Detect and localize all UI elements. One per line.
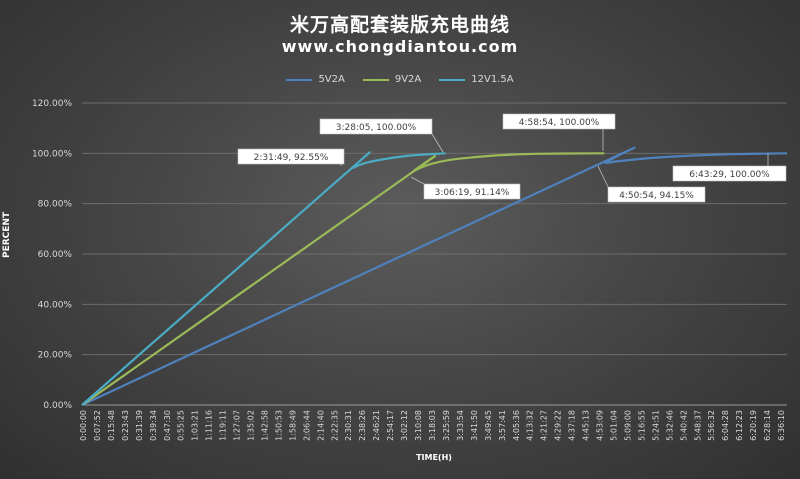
x-axis-label: TIME(H) xyxy=(416,453,452,462)
x-tick-label: 1:35:02 xyxy=(247,410,256,441)
x-tick-label: 6:04:28 xyxy=(721,410,730,441)
x-tick-label: 1:19:11 xyxy=(219,410,228,441)
series-line-5v2a xyxy=(81,146,788,406)
x-tick-label: 5:01:04 xyxy=(609,410,618,441)
x-tick-label: 3:10:08 xyxy=(414,410,423,441)
y-tick-label: 20.00% xyxy=(38,351,73,361)
legend-swatch-9v2a xyxy=(362,78,389,81)
annotation-label: 2:31:49, 92.55% xyxy=(254,153,329,163)
annotation-box xyxy=(502,113,616,130)
legend-swatch-5v2a xyxy=(286,78,313,81)
x-tick-label: 4:37:18 xyxy=(568,410,577,441)
annotation-label: 3:06:19, 91.14% xyxy=(435,188,510,198)
x-tick-label: 4:29:22 xyxy=(554,410,563,441)
x-tick-label: 0:31:39 xyxy=(135,410,144,441)
x-tick-label: 5:48:37 xyxy=(693,410,702,441)
x-tick-label: 3:18:03 xyxy=(428,410,437,441)
y-tick-label: 60.00% xyxy=(38,250,73,260)
x-tick-label: 3:33:54 xyxy=(456,410,465,441)
x-tick-label: 0:15:48 xyxy=(107,410,116,441)
annotation-label: 4:58:54, 100.00% xyxy=(519,118,600,128)
x-tick-label: 2:54:17 xyxy=(386,410,395,441)
annotation-leader xyxy=(410,176,425,185)
y-axis-label: PERCENT xyxy=(2,211,12,258)
x-tick-label: 1:11:16 xyxy=(205,410,214,441)
annotation-box xyxy=(423,183,521,200)
chart-subtitle: www.chongdiantou.com xyxy=(281,37,519,56)
x-tick-label: 0:07:52 xyxy=(93,410,102,441)
annotation-box xyxy=(319,118,433,135)
x-tick-label: 3:57:41 xyxy=(498,410,507,441)
x-tick-label: 5:24:51 xyxy=(651,410,660,441)
y-tick-label: 120.00% xyxy=(32,99,72,109)
x-tick-label: 5:40:42 xyxy=(679,410,688,441)
x-tick-label: 1:58:49 xyxy=(288,410,297,441)
chart-title: 米万高配套装版充电曲线 xyxy=(289,14,510,36)
annotation-box xyxy=(672,165,787,182)
x-tick-label: 3:49:45 xyxy=(484,410,493,441)
y-tick-label: 80.00% xyxy=(38,200,73,210)
y-tick-label: 40.00% xyxy=(38,300,73,310)
legend-item-9v2a: 9V2A xyxy=(362,74,422,85)
annotation-box xyxy=(237,148,345,165)
x-tick-label: 1:42:58 xyxy=(260,410,269,441)
x-tick-label: 4:21:27 xyxy=(540,410,549,441)
y-tick-label: 100.00% xyxy=(32,149,72,159)
x-tick-label: 1:03:21 xyxy=(191,410,200,441)
annotation-label: 6:43:29, 100.00% xyxy=(689,170,770,180)
x-tick-label: 5:16:55 xyxy=(637,410,646,441)
x-tick-label: 6:20:19 xyxy=(749,410,758,441)
x-tick-label: 5:32:46 xyxy=(665,410,674,441)
annotation-box xyxy=(607,186,706,203)
x-tick-label: 2:30:31 xyxy=(344,410,353,441)
x-tick-label: 5:09:00 xyxy=(623,410,632,441)
annotation-leader xyxy=(431,133,444,153)
x-tick-label: 0:47:30 xyxy=(163,410,172,441)
x-tick-label: 2:22:35 xyxy=(330,410,339,441)
x-tick-label: 0:55:25 xyxy=(177,410,186,441)
annotation-leader xyxy=(597,165,609,188)
legend-swatch-12v1-5a xyxy=(439,78,466,81)
x-tick-label: 2:06:44 xyxy=(302,410,311,441)
x-tick-label: 0:00:00 xyxy=(79,410,88,441)
x-tick-label: 4:45:13 xyxy=(582,410,591,441)
legend-label-12v1-5a: 12V1.5A xyxy=(471,74,514,85)
x-tick-label: 6:28:14 xyxy=(763,410,772,441)
series-line-9v2a xyxy=(81,152,605,406)
y-tick-label: 0.00% xyxy=(43,401,72,411)
annotation-label: 4:50:54, 94.15% xyxy=(619,191,694,201)
legend: 5V2A 9V2A 12V1.5A xyxy=(0,74,800,85)
legend-label-9v2a: 9V2A xyxy=(394,74,422,85)
x-tick-label: 4:13:32 xyxy=(526,410,535,441)
series-line-12v1-5a xyxy=(81,151,446,406)
legend-label-5v2a: 5V2A xyxy=(318,74,345,85)
x-tick-label: 3:02:12 xyxy=(400,410,409,441)
x-tick-label: 6:12:23 xyxy=(735,410,744,441)
legend-item-12v1-5a: 12V1.5A xyxy=(439,74,514,85)
x-tick-label: 0:39:34 xyxy=(149,410,158,441)
x-tick-label: 3:41:50 xyxy=(470,410,479,441)
legend-item-5v2a: 5V2A xyxy=(286,74,345,85)
x-tick-label: 3:25:59 xyxy=(442,410,451,441)
x-tick-label: 1:27:07 xyxy=(233,410,242,441)
x-tick-label: 6:36:10 xyxy=(777,410,786,441)
x-tick-label: 2:38:26 xyxy=(358,410,367,441)
x-tick-label: 1:50:53 xyxy=(274,410,283,441)
x-tick-label: 2:46:21 xyxy=(372,410,381,441)
annotation-label: 3:28:05, 100.00% xyxy=(336,123,417,133)
x-tick-label: 2:14:40 xyxy=(316,410,325,441)
x-tick-label: 4:05:36 xyxy=(512,410,521,441)
x-tick-label: 4:53:09 xyxy=(596,410,605,441)
x-tick-label: 5:56:32 xyxy=(707,410,716,441)
x-tick-label: 0:23:43 xyxy=(121,410,130,441)
